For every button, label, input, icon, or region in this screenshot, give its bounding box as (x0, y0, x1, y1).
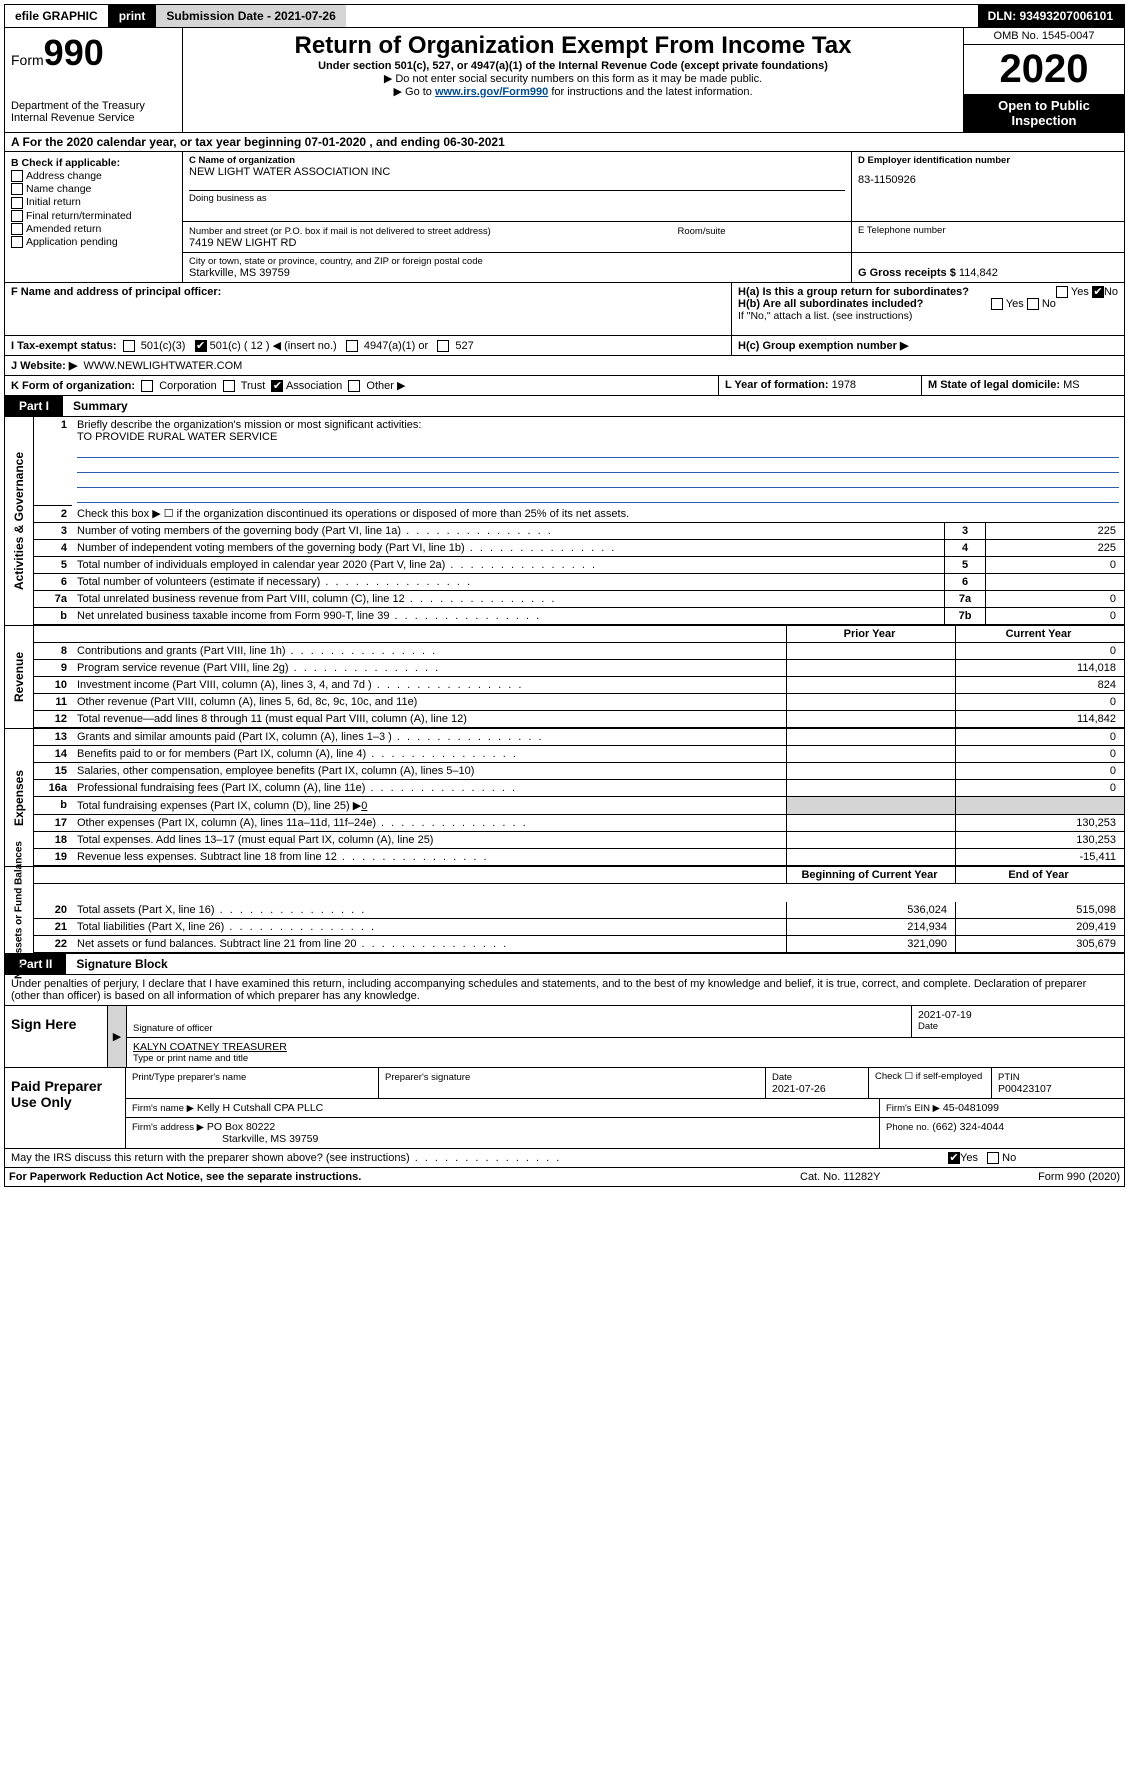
dept-label: Department of the Treasury (11, 100, 176, 112)
efile-label: efile GRAPHIC (5, 5, 109, 27)
discuss-question: May the IRS discuss this return with the… (11, 1152, 561, 1164)
sign-here-block: Sign Here ▶ Signature of officer 2021-07… (4, 1006, 1125, 1068)
side-expenses: Expenses (12, 770, 26, 826)
e20: 515,098 (956, 902, 1125, 919)
mission-text: TO PROVIDE RURAL WATER SERVICE (77, 431, 277, 443)
form-subtitle-3: ▶ Go to www.irs.gov/Form990 for instruct… (189, 85, 957, 98)
v6 (986, 574, 1125, 591)
c15: 0 (956, 763, 1125, 780)
form-subtitle-1: Under section 501(c), 527, or 4947(a)(1)… (189, 60, 957, 72)
form-header: Form990 Department of the Treasury Inter… (4, 28, 1125, 133)
part-2-header: Part II Signature Block (4, 954, 1125, 975)
c9: 114,018 (956, 660, 1125, 677)
part-1-header: Part I Summary (4, 396, 1125, 417)
firm-phone: (662) 324-4044 (932, 1121, 1004, 1133)
sign-date: 2021-07-19 (918, 1009, 1118, 1021)
open-public-label: Open to Public Inspection (964, 94, 1124, 132)
v5: 0 (986, 557, 1125, 574)
penalties-text: Under penalties of perjury, I declare th… (4, 975, 1125, 1006)
c12: 114,842 (956, 711, 1125, 728)
firm-addr1: PO Box 80222 (207, 1121, 275, 1133)
dln-label: DLN: 93493207006101 (978, 5, 1124, 27)
org-address: 7419 NEW LIGHT RD (189, 237, 845, 249)
firm-ein: 45-0481099 (943, 1102, 999, 1114)
c19: -15,411 (956, 849, 1125, 866)
v3: 225 (986, 523, 1125, 540)
top-bar: efile GRAPHIC print Submission Date - 20… (4, 4, 1125, 28)
prep-date: 2021-07-26 (772, 1083, 826, 1095)
telephone-label: E Telephone number (858, 225, 1118, 236)
e21: 209,419 (956, 919, 1125, 936)
website: WWW.NEWLIGHTWATER.COM (83, 360, 242, 372)
side-netassets: Net Assets or Fund Balances (14, 841, 25, 979)
submission-date: Submission Date - 2021-07-26 (156, 5, 345, 27)
firm-addr2: Starkville, MS 39759 (222, 1133, 318, 1145)
gross-receipts: 114,842 (959, 267, 998, 279)
org-city: Starkville, MS 39759 (189, 267, 845, 279)
row-a-tax-year: A For the 2020 calendar year, or tax yea… (4, 133, 1125, 152)
state-domicile: MS (1063, 379, 1080, 391)
ein: 83-1150926 (858, 174, 1118, 186)
form-number: Form990 (11, 32, 176, 74)
v4: 225 (986, 540, 1125, 557)
e22: 305,679 (956, 936, 1125, 953)
c14: 0 (956, 746, 1125, 763)
irs-label: Internal Revenue Service (11, 112, 176, 124)
v7a: 0 (986, 591, 1125, 608)
print-button[interactable]: print (109, 5, 157, 27)
firm-name: Kelly H Cutshall CPA PLLC (197, 1102, 323, 1114)
paid-preparer-block: Paid Preparer Use Only Print/Type prepar… (4, 1068, 1125, 1149)
tax-year: 2020 (964, 45, 1124, 94)
principal-officer-label: F Name and address of principal officer: (11, 286, 221, 298)
v7b: 0 (986, 608, 1125, 625)
b21: 214,934 (787, 919, 956, 936)
side-governance: Activities & Governance (12, 452, 26, 590)
omb-number: OMB No. 1545-0047 (964, 28, 1124, 45)
col-b-checkboxes: B Check if applicable: Address change Na… (5, 152, 183, 282)
officer-name: KALYN COATNEY TREASURER (133, 1041, 287, 1053)
org-name: NEW LIGHT WATER ASSOCIATION INC (189, 166, 845, 178)
group-return-q: H(a) Is this a group return for subordin… (738, 286, 969, 298)
b22: 321,090 (787, 936, 956, 953)
c18: 130,253 (956, 832, 1125, 849)
b20: 536,024 (787, 902, 956, 919)
subordinates-q: H(b) Are all subordinates included? (738, 298, 923, 310)
irs-link[interactable]: www.irs.gov/Form990 (435, 86, 548, 98)
group-exemption: H(c) Group exemption number ▶ (738, 340, 908, 352)
page-footer: For Paperwork Reduction Act Notice, see … (4, 1168, 1125, 1187)
form-title: Return of Organization Exempt From Incom… (189, 32, 957, 60)
arrow-icon: ▶ (108, 1006, 127, 1067)
c17: 130,253 (956, 815, 1125, 832)
ptin: P00423107 (998, 1083, 1052, 1095)
side-revenue: Revenue (12, 652, 26, 702)
c10: 824 (956, 677, 1125, 694)
c16a: 0 (956, 780, 1125, 797)
entity-info-grid: B Check if applicable: Address change Na… (4, 152, 1125, 283)
form-subtitle-2: ▶ Do not enter social security numbers o… (189, 72, 957, 85)
c8: 0 (956, 643, 1125, 660)
c11: 0 (956, 694, 1125, 711)
year-formation: 1978 (832, 379, 856, 391)
c13: 0 (956, 729, 1125, 746)
